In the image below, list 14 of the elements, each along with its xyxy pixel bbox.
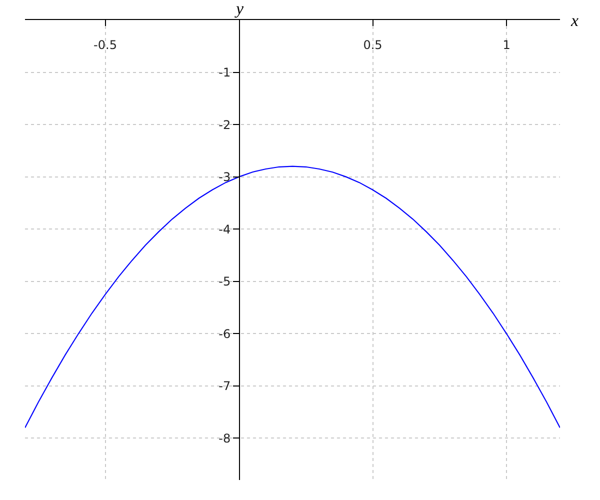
line-series <box>25 166 560 428</box>
y-tick-label: -3 <box>218 170 231 184</box>
x-tick-label: 1 <box>502 38 510 52</box>
y-tick-label: -6 <box>218 326 231 341</box>
y-tick-label: -8 <box>218 431 231 446</box>
y-tick-label: -7 <box>218 379 231 394</box>
y-tick-label: -5 <box>218 274 231 289</box>
y-tick-label: -2 <box>218 118 231 132</box>
x-tick-label: -0.5 <box>94 38 117 52</box>
y-axis-title: y <box>234 0 244 18</box>
x-tick-label: 0.5 <box>363 38 382 52</box>
x-axis-title: x <box>570 11 579 30</box>
y-tick-label: -4 <box>218 222 231 236</box>
y-tick-label: -1 <box>218 65 231 80</box>
